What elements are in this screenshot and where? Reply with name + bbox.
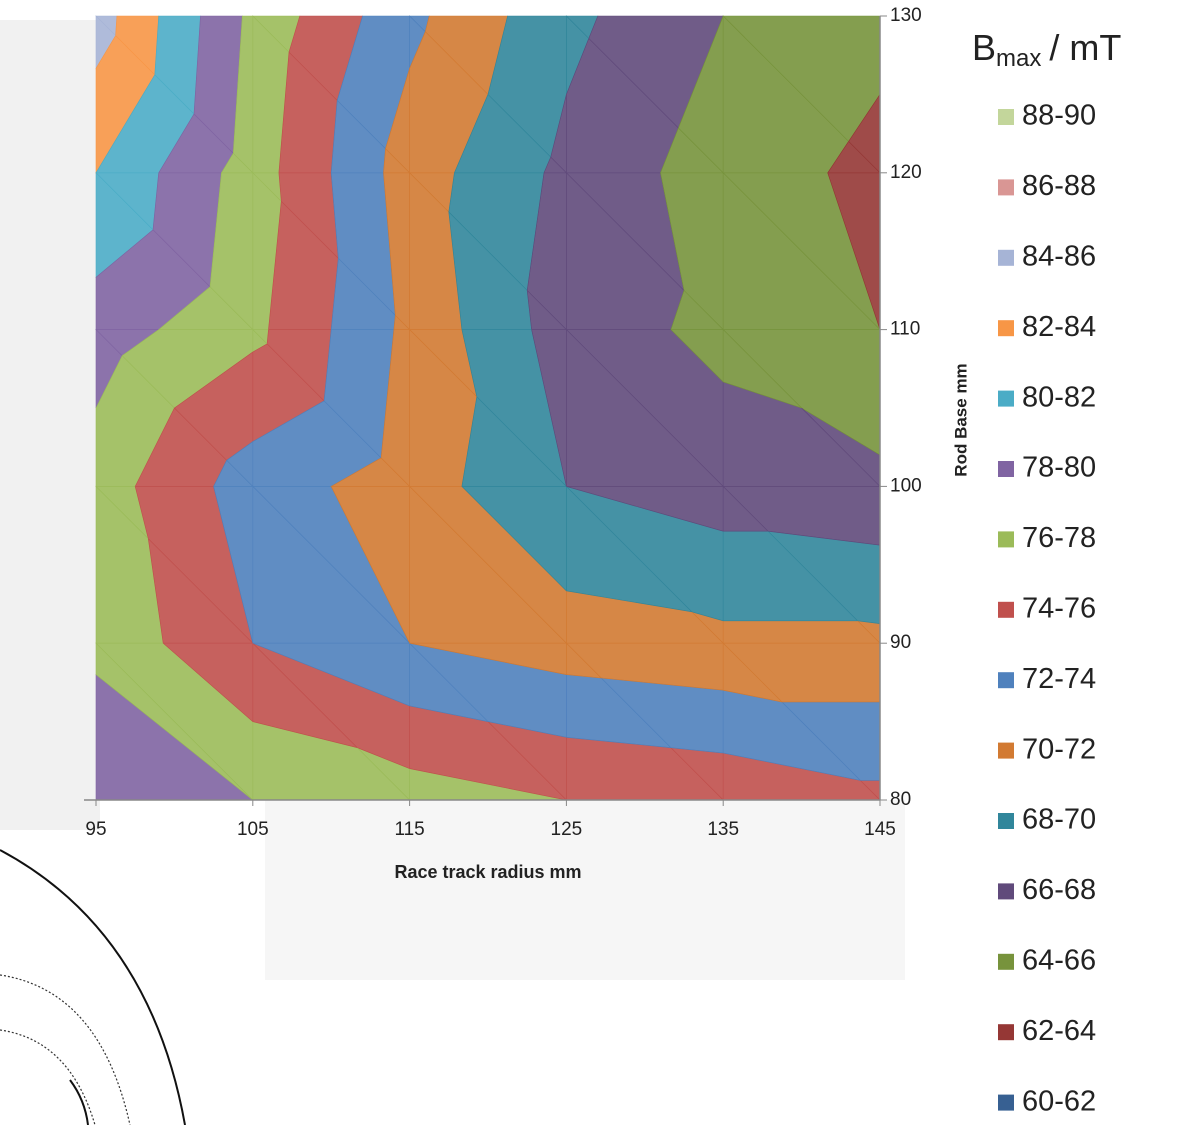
contour-band bbox=[660, 127, 724, 174]
y-tick-label: 80 bbox=[890, 789, 911, 810]
contour-band bbox=[543, 156, 568, 174]
x-tick-label: 135 bbox=[707, 819, 739, 840]
legend-swatch bbox=[998, 109, 1014, 125]
legend-label: 70-72 bbox=[1022, 733, 1096, 765]
y-tick-label: 110 bbox=[890, 319, 920, 340]
faded-panel bbox=[0, 20, 100, 830]
contour-band bbox=[722, 642, 783, 703]
contour-band bbox=[95, 229, 211, 330]
legend-label: 74-76 bbox=[1022, 592, 1096, 624]
x-tick-label: 95 bbox=[85, 819, 106, 840]
contour-band bbox=[95, 642, 254, 801]
ring-outline bbox=[69, 1079, 89, 1126]
contour-band bbox=[252, 485, 411, 644]
legend-swatch bbox=[998, 1024, 1014, 1041]
y-tick-label: 120 bbox=[890, 162, 922, 183]
legend-swatch bbox=[998, 390, 1014, 407]
legend-swatch bbox=[998, 249, 1014, 266]
contour-band bbox=[722, 328, 802, 409]
legend-swatch bbox=[998, 672, 1014, 689]
x-axis-title: Race track radius mm bbox=[394, 862, 581, 882]
contour-band bbox=[409, 485, 568, 644]
ring-outline bbox=[0, 849, 186, 1126]
legend-label: 80-82 bbox=[1022, 381, 1096, 413]
contour-band bbox=[409, 642, 489, 723]
legend-label: 62-64 bbox=[1022, 1015, 1096, 1047]
ring-outline bbox=[0, 974, 131, 1126]
legend-swatch bbox=[998, 813, 1014, 829]
contour-band bbox=[722, 620, 881, 644]
legend-swatch bbox=[998, 179, 1014, 196]
legend-label: 76-78 bbox=[1022, 522, 1096, 554]
legend-label: 64-66 bbox=[1022, 944, 1096, 976]
contour-band bbox=[252, 642, 359, 749]
y-tick-label: 130 bbox=[890, 5, 922, 26]
contour-band bbox=[393, 314, 411, 330]
legend-swatch bbox=[998, 742, 1014, 759]
contour-band bbox=[213, 459, 254, 487]
contour-band bbox=[670, 289, 724, 330]
legend-label: 88-90 bbox=[1022, 100, 1096, 132]
legend-swatch bbox=[998, 320, 1014, 337]
legend-label: 60-62 bbox=[1022, 1085, 1096, 1117]
contour-band bbox=[461, 396, 568, 487]
legend-swatch bbox=[998, 601, 1014, 618]
contour-band bbox=[722, 172, 881, 330]
legend-title: Bmax / mT bbox=[972, 27, 1121, 73]
contour-band bbox=[722, 485, 769, 532]
y-axis-title: Rod Base mm bbox=[951, 363, 970, 476]
y-tick-label: 100 bbox=[890, 475, 922, 496]
contour-band bbox=[147, 537, 254, 644]
contour-band bbox=[220, 152, 254, 174]
legend-title-unit: / mT bbox=[1049, 27, 1121, 68]
contour-band bbox=[409, 31, 489, 174]
contour-band bbox=[95, 355, 175, 487]
background-decoration bbox=[0, 20, 905, 1126]
faded-panel bbox=[265, 800, 905, 980]
plot-area bbox=[95, 15, 881, 801]
legend-swatch bbox=[998, 1094, 1014, 1111]
x-tick-label: 145 bbox=[864, 819, 896, 840]
legend-title-sub: max bbox=[996, 45, 1041, 72]
legend-label: 68-70 bbox=[1022, 804, 1096, 836]
contour-band bbox=[827, 140, 881, 174]
contour-band bbox=[566, 642, 603, 679]
legend-swatch bbox=[998, 953, 1014, 970]
contour-band bbox=[526, 289, 568, 330]
contour-band bbox=[566, 37, 679, 174]
x-tick-label: 105 bbox=[237, 819, 269, 840]
legend-title-base: B bbox=[972, 27, 996, 68]
contour-band bbox=[157, 286, 254, 330]
x-tick-label: 125 bbox=[551, 819, 583, 840]
legend-swatch bbox=[998, 461, 1014, 477]
contour-band bbox=[330, 457, 411, 487]
legend-swatch bbox=[998, 883, 1014, 900]
ring-outline bbox=[0, 1029, 96, 1126]
legend-label: 78-80 bbox=[1022, 452, 1096, 484]
contour-band bbox=[566, 328, 724, 487]
legend-swatch bbox=[998, 531, 1014, 548]
legend-label: 66-68 bbox=[1022, 874, 1096, 906]
legend-label: 82-84 bbox=[1022, 311, 1096, 343]
contour-band bbox=[566, 485, 693, 613]
legend-label: 84-86 bbox=[1022, 240, 1096, 272]
legend-label: 72-74 bbox=[1022, 663, 1096, 695]
contour-band bbox=[252, 400, 382, 487]
y-tick-label: 90 bbox=[890, 632, 911, 653]
x-tick-label: 115 bbox=[394, 819, 424, 840]
legend-label: 86-88 bbox=[1022, 170, 1096, 202]
contour-band bbox=[383, 148, 411, 174]
